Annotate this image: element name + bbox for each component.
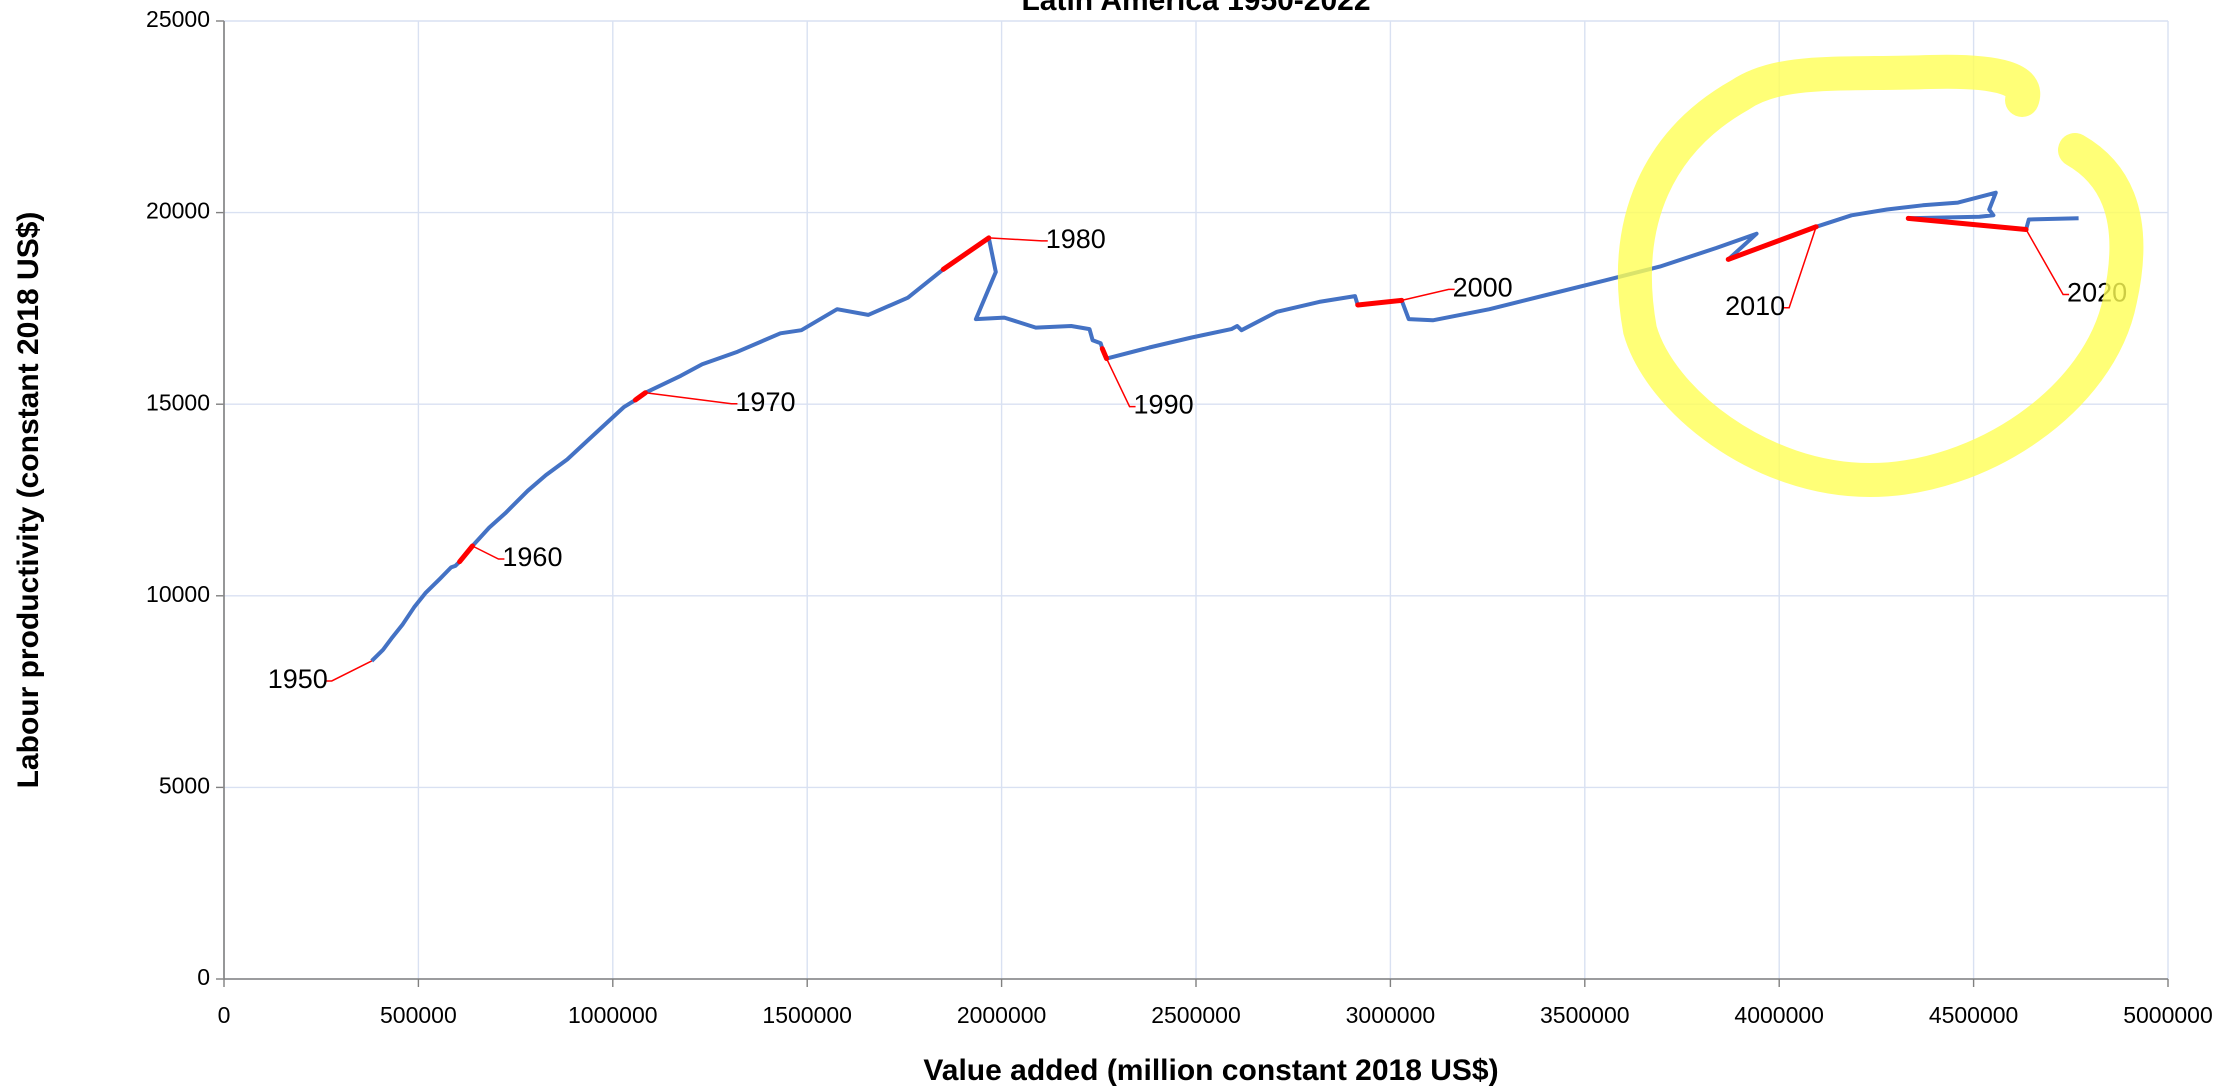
x-tick-label: 3500000	[1540, 1002, 1630, 1028]
leader-line	[2025, 229, 2070, 296]
highlight-segment	[632, 390, 648, 403]
x-tick-label: 4000000	[1734, 1002, 1824, 1028]
annotation-label: 1970	[735, 387, 795, 417]
highlight-segment	[1355, 297, 1405, 308]
highlight-segment	[457, 543, 475, 565]
highlight-segment	[1725, 224, 1819, 262]
x-tick-label: 4500000	[1929, 1002, 2019, 1028]
highlight-segment	[1099, 346, 1110, 362]
annotation-label: 1990	[1134, 390, 1194, 420]
x-tick-label: 2500000	[1151, 1002, 1241, 1028]
series-line	[370, 190, 2079, 663]
y-tick-label: 5000	[159, 772, 210, 798]
y-tick-label: 20000	[146, 198, 210, 224]
annotation-label: 1950	[268, 664, 328, 694]
x-tick-label: 2000000	[957, 1002, 1047, 1028]
y-axis-title: Labour productivity (constant 2018 US$)	[12, 212, 45, 789]
leader-line	[1401, 288, 1455, 302]
annotation-label: 2000	[1453, 272, 1513, 302]
y-tick-label: 10000	[146, 581, 210, 607]
x-tick-label: 1000000	[568, 1002, 658, 1028]
annotation-label: 1960	[502, 542, 562, 572]
y-tick-label: 15000	[146, 389, 210, 415]
highlight-circle	[1617, 54, 2144, 498]
leader-line	[645, 391, 738, 405]
y-tick-label: 25000	[146, 6, 210, 32]
annotation-label: 2010	[1725, 291, 1785, 321]
chart-title: Latin America 1950-2022	[1021, 0, 1370, 17]
x-tick-label: 500000	[380, 1002, 457, 1028]
annotation-label: 1980	[1046, 224, 1106, 254]
leader-line	[1105, 358, 1136, 408]
x-axis-title: Value added (million constant 2018 US$)	[923, 1054, 1498, 1087]
highlight-segment	[1905, 215, 2029, 232]
x-tick-label: 3000000	[1346, 1002, 1436, 1028]
x-tick-label: 0	[218, 1002, 231, 1028]
leader-line	[325, 660, 373, 682]
leader-line	[472, 545, 505, 560]
highlight-segment	[940, 235, 992, 272]
leader-line	[988, 237, 1048, 242]
y-tick-label: 0	[197, 964, 210, 990]
x-tick-label: 1500000	[762, 1002, 852, 1028]
plot-area: 0 5000 10000 15000 20000 25000 0 500000 1000000 1…	[146, 6, 2213, 1028]
leader-line	[1783, 226, 1817, 309]
x-tick-label: 5000000	[2123, 1002, 2213, 1028]
